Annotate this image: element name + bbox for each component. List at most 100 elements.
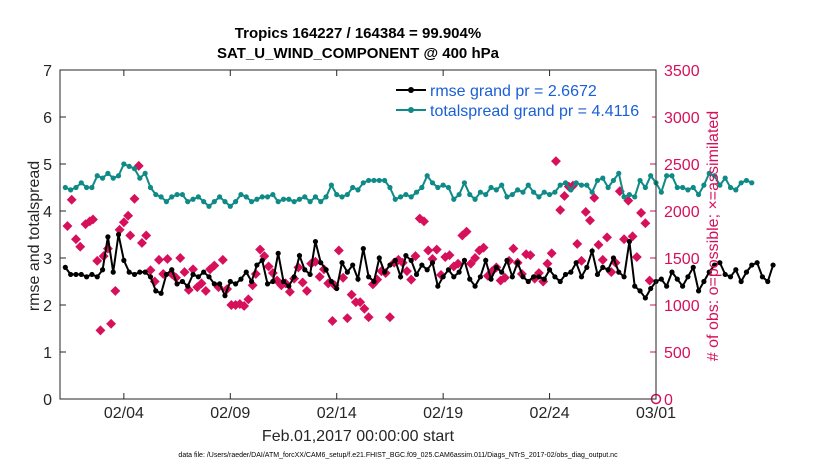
rmse-point [275,250,281,256]
rmse-point [270,278,276,285]
rmse-point [562,271,569,278]
rmse-point [163,271,170,278]
x-axis-label: Feb.01,2017 00:00:00 start [262,428,455,445]
obs-assimilated-point [154,254,164,265]
totalspread-point [461,180,468,186]
rmse-point [429,260,436,266]
legend-box [386,78,652,122]
rmse-point [568,269,574,275]
rmse-point [531,274,537,280]
obs-assimilated-point [145,265,156,276]
rmse-point [589,248,595,254]
totalspread-point [658,189,664,195]
obs-assimilated-point [627,231,638,242]
obs-assimilated-point [162,253,173,264]
obs-assimilated-point [75,241,86,252]
rmse-point [115,231,122,238]
rmse-point [717,260,723,266]
totalspread-point [89,184,95,191]
totalspread-point [73,184,79,191]
rmse-point [185,283,191,289]
y2-tick-label: 500 [664,345,691,362]
legend-rmse-label: rmse grand pr = 2.6672 [430,83,597,100]
rmse-point [291,274,297,280]
obs-assimilated-point [406,274,417,285]
obs-assimilated-point [461,226,472,237]
rmse-point [733,267,739,273]
rmse-point [222,293,228,299]
y-tick-label: 2 [43,298,52,315]
rmse-point [658,276,664,282]
obs-assimilated-point [542,258,553,269]
rmse-point [227,278,233,285]
rmse-point [371,278,377,285]
obs-assimilated-point [559,191,570,201]
obs-assimilated-point [551,156,561,167]
rmse-point [664,283,670,289]
rmse-point [233,281,239,287]
rmse-point [557,278,563,285]
chart-subtitle: SAT_U_WIND_COMPONENT @ 400 hPa [217,45,500,62]
rmse-point [605,267,611,273]
y2-axis-label: # of obs: o=possible; ×=assimilated [705,111,722,361]
totalspread-point [642,184,648,191]
obs-assimilated-point [188,264,198,275]
obs-assimilated-point [533,268,544,278]
obs-assimilated-point [338,272,349,283]
totalspread-point [690,184,696,191]
totalspread-point [344,191,350,198]
totalspread-point [637,177,643,184]
rmse-point [690,264,696,270]
obs-assimilated-point [585,215,595,226]
rmse-point [318,260,324,266]
rmse-point [142,269,148,275]
plot-frame [59,69,657,400]
obs-assimilated-point [297,277,308,288]
rmse-point [217,281,223,287]
rmse-point [472,283,478,289]
totalspread-point [217,194,223,200]
rmse-point [68,271,74,278]
rmse-point [99,267,106,273]
totalspread-point [504,194,510,200]
y-axis-ticks: 0 1 2 3 4 5 6 7 [43,63,66,409]
obs-assimilated-point [129,193,140,204]
rmse-point [445,267,452,273]
totalspread-point [488,184,494,191]
rmse-point [727,274,734,280]
obs-assimilated-point [66,194,77,205]
totalspread-point [408,194,414,200]
totalspread-point [137,175,143,181]
rmse-point [685,274,691,280]
totalspread-point [584,182,590,188]
totalspread-point [62,184,68,191]
rmse-point [286,283,292,289]
totalspread-point [238,191,244,198]
rmse-point [110,269,116,275]
totalspread-point [552,189,558,195]
rmse-point [387,262,393,268]
totalspread-point [302,194,308,200]
totalspread-line [64,162,753,208]
totalspread-point [68,187,74,193]
totalspread-point [477,189,483,195]
rmse-point [366,274,372,280]
rmse-point [121,257,127,263]
obs-assimilated-point [110,285,121,296]
totalspread-point [483,191,489,198]
rmse-point [344,269,350,275]
obs-assimilated-point [333,245,344,256]
totalspread-point [280,196,287,202]
obs-assimilated-point [125,230,136,241]
rmse-point [296,253,303,259]
obs-assimilated-point [346,289,357,300]
rmse-point [243,269,249,275]
totalspread-point [695,191,702,198]
rmse-point [84,274,90,280]
rmse-point [525,278,531,285]
obs-assimilated-point [431,244,442,255]
rmse-point [456,269,462,275]
obs-assimilated-point [546,248,557,259]
rmse-point [424,267,430,273]
obs-assimilated-point [597,254,608,265]
